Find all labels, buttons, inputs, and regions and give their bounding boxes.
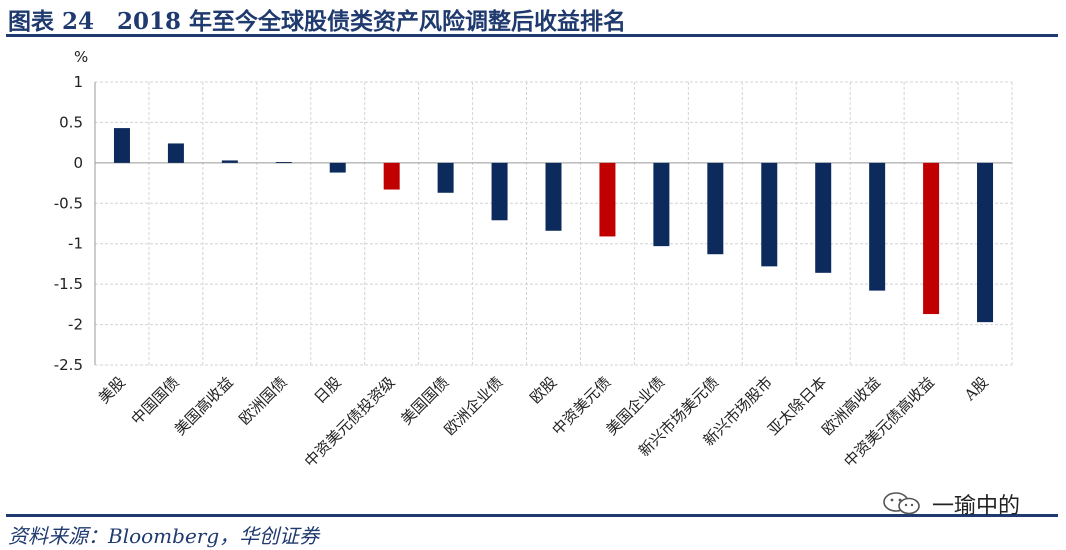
x-category-label: 美国国债 [397,373,452,428]
y-tick-label: 1 [73,73,83,91]
bar-13 [761,162,778,267]
bar-2 [167,143,184,163]
y-tick-label: -0.5 [54,194,83,212]
bar-7 [437,162,454,193]
y-axis-unit-label: % [74,48,88,66]
wechat-icon [883,492,920,515]
x-category-label: 中国国债 [128,373,183,428]
watermark: 一瑜中的 [880,488,1050,519]
watermark-text: 一瑜中的 [932,494,1021,519]
x-category-label: 美股 [95,373,129,407]
y-tick-label: -2 [68,316,83,334]
y-tick-label: 0.5 [59,113,83,131]
top-rule [6,34,1058,37]
bar-6 [383,162,400,190]
y-tick-label: -1 [68,235,83,253]
x-category-label: 欧股 [526,373,560,407]
bottom-rule [6,514,1058,517]
bar-8 [491,162,508,221]
y-tick-label: 0 [73,154,83,172]
y-tick-label: -2.5 [54,356,83,374]
grid-layer [94,81,1013,366]
bar-15 [869,162,886,291]
bar-16 [923,162,940,315]
bar-14 [815,162,832,273]
bar-3 [221,160,238,163]
bar-12 [707,162,724,255]
x-category-label: A股 [960,373,992,405]
bar-1 [113,128,130,163]
x-category-label: 日股 [311,373,345,407]
bar-4 [275,162,292,164]
x-category-label: 欧洲国债 [235,373,290,428]
bar-layer [113,128,994,323]
figure-title: 图表 24 2018 年至今全球股债类资产风险调整后收益排名 [8,8,627,35]
bar-5 [329,162,346,173]
bar-10 [599,162,616,237]
bar-11 [653,162,670,247]
bar-9 [545,162,562,231]
x-category-label: 美国高收益 [171,373,237,439]
x-category-label: 中资美元债高收益 [840,373,938,471]
source-note: 资料来源：Bloomberg，华创证券 [8,524,320,548]
bar-17 [977,162,994,323]
x-category-label: 中资美元债投资级 [301,373,399,471]
x-category-label: 欧洲企业债 [441,373,507,439]
y-tick-label: -1.5 [54,275,83,293]
